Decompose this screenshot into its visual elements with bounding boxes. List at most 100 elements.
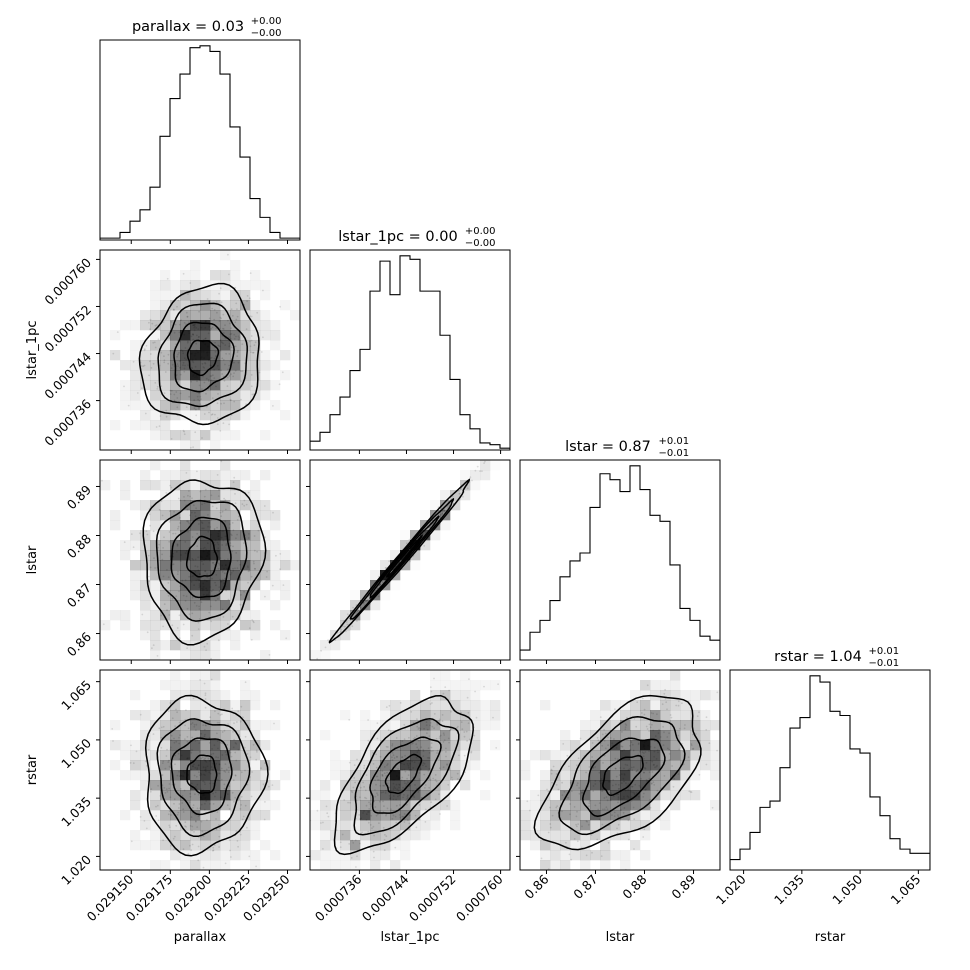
sample-point [641, 697, 644, 700]
sample-point [178, 331, 181, 334]
sample-point [265, 576, 268, 578]
sample-point [166, 748, 168, 751]
density-cell [220, 600, 231, 611]
sample-point [203, 367, 206, 369]
sample-point [149, 566, 152, 569]
density-cell [390, 750, 401, 761]
density-cell [160, 560, 171, 571]
density-cell [160, 350, 171, 361]
density-cell [440, 670, 451, 681]
sample-point [179, 366, 182, 369]
sample-point [495, 747, 498, 749]
sample-point [203, 381, 206, 384]
sample-point [599, 716, 602, 718]
sample-point [194, 820, 197, 822]
density-cell [560, 750, 571, 761]
sample-point [206, 542, 209, 545]
density-cell [550, 820, 561, 831]
contour-1σ [173, 321, 235, 393]
density-cell [430, 790, 441, 801]
sample-point [145, 344, 148, 347]
density-cell [260, 310, 271, 321]
sample-point [249, 272, 252, 274]
density-cell [190, 830, 201, 841]
density-cell [420, 820, 431, 831]
density-cell [330, 820, 341, 831]
sample-point [170, 367, 173, 369]
sample-point [212, 782, 215, 785]
density-cell [190, 580, 201, 591]
sample-point [227, 723, 229, 726]
x-axis-label-rstar: rstar [815, 930, 846, 945]
sample-point [204, 769, 206, 771]
sample-point [585, 854, 588, 857]
sample-point [195, 375, 198, 377]
sample-point [377, 595, 380, 598]
density-cell [270, 550, 281, 561]
sample-point [427, 770, 430, 772]
density-cell [200, 810, 211, 821]
sample-point [408, 814, 411, 816]
sample-point [617, 793, 620, 795]
density-cell [680, 740, 691, 751]
density-cell [630, 770, 641, 781]
panel-rstar-vs-lstar: 0.86 0.87 0.88 0.89 [516, 669, 721, 902]
density-cell [190, 370, 201, 381]
sample-point [360, 817, 363, 820]
sample-point [185, 406, 188, 408]
y-tick-label: 0.87 [64, 580, 94, 610]
sample-point [183, 367, 186, 370]
sample-point [200, 326, 203, 329]
density-cell [320, 640, 331, 651]
sample-point [246, 565, 249, 567]
density-cell [320, 730, 331, 741]
sample-point [186, 315, 189, 318]
sample-point [401, 756, 404, 758]
density-cell [200, 580, 211, 591]
sample-point [229, 333, 232, 336]
density-cell [170, 530, 181, 541]
sample-point [359, 607, 362, 609]
sample-point [211, 562, 214, 564]
sample-point [201, 556, 204, 559]
density-cell [460, 730, 471, 741]
sample-point [185, 826, 188, 828]
density-cell [180, 820, 191, 831]
sample-point [459, 488, 462, 490]
panel-content [310, 670, 501, 870]
density-cell [260, 790, 271, 801]
sample-point [199, 774, 201, 777]
density-cell [260, 800, 271, 811]
sample-point [653, 763, 655, 766]
density-cell [380, 730, 391, 741]
density-cell [120, 380, 131, 391]
sample-point [203, 502, 206, 504]
density-cell [460, 690, 471, 701]
density-cell [340, 850, 351, 861]
density-cell [650, 680, 661, 691]
density-cell [260, 500, 271, 511]
sample-point [628, 768, 631, 771]
density-cell [180, 460, 191, 471]
sample-point [359, 796, 361, 799]
density-cell [260, 330, 271, 341]
sample-point [526, 800, 529, 803]
sample-point [708, 742, 711, 745]
sample-point [281, 371, 284, 374]
panel-lstar-vs-parallax: 0.860.870.880.89 [64, 459, 301, 664]
sample-point [459, 492, 462, 495]
sample-point [209, 759, 212, 762]
sample-point [202, 366, 205, 368]
density-cell [430, 820, 441, 831]
sample-point [382, 784, 385, 787]
density-cell [550, 850, 561, 861]
density-cell [150, 400, 161, 411]
sample-point [196, 532, 199, 535]
sample-point [415, 756, 418, 759]
sample-point [452, 502, 455, 505]
density-cell [360, 740, 371, 751]
sample-point [152, 362, 155, 365]
sample-point [645, 761, 648, 764]
density-cell [170, 850, 181, 861]
sample-point [204, 362, 206, 364]
